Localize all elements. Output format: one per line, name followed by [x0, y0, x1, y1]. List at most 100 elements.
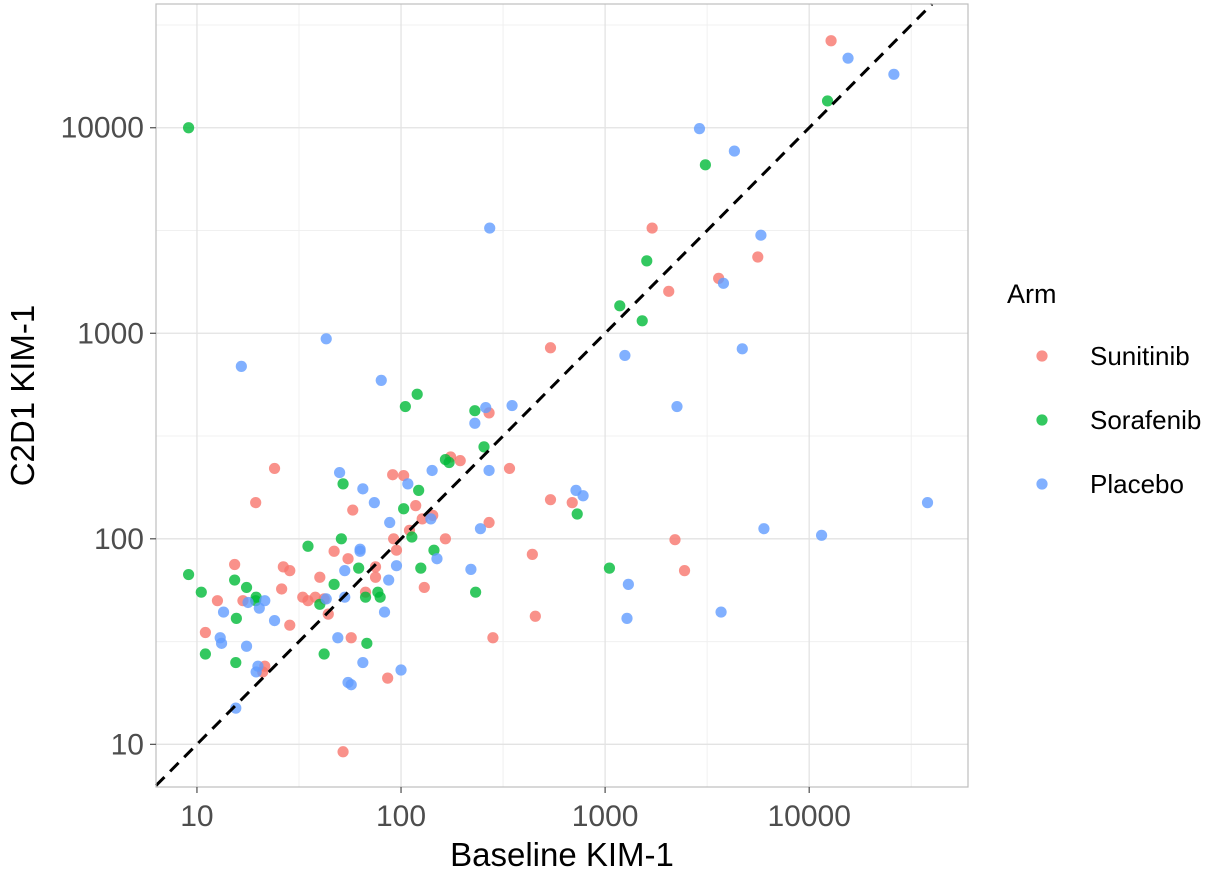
point-sunitinib: [646, 222, 658, 234]
point-placebo: [215, 637, 228, 649]
point-sunitinib: [663, 285, 675, 297]
point-placebo: [333, 466, 346, 479]
point-placebo: [728, 145, 740, 157]
point-placebo: [426, 464, 438, 477]
point-sunitinib: [454, 455, 466, 467]
point-sorafenib: [406, 531, 418, 543]
point-sunitinib: [342, 553, 354, 565]
point-sorafenib: [318, 648, 330, 660]
point-sorafenib: [699, 159, 711, 171]
point-placebo: [842, 52, 854, 64]
point-sorafenib: [399, 400, 411, 413]
legend-key-sorafenib: [1036, 414, 1048, 426]
point-placebo: [252, 660, 264, 672]
point-placebo: [402, 478, 414, 490]
point-placebo: [815, 529, 828, 541]
point-sorafenib: [182, 122, 195, 134]
point-placebo: [320, 333, 332, 345]
point-sorafenib: [229, 574, 241, 586]
point-placebo: [425, 513, 437, 525]
point-sunitinib: [337, 746, 349, 758]
point-sorafenib: [240, 581, 253, 594]
point-sunitinib: [566, 497, 578, 509]
point-sunitinib: [529, 610, 541, 622]
point-placebo: [465, 563, 477, 575]
legend: Arm Sunitinib Sorafenib Placebo: [1007, 279, 1201, 499]
x-tick-label: 10000: [767, 800, 850, 833]
point-sunitinib: [483, 516, 495, 529]
minor-gridlines: [156, 4, 968, 787]
point-placebo: [395, 664, 407, 676]
point-placebo: [469, 417, 481, 429]
point-sorafenib: [353, 562, 365, 574]
point-sorafenib: [359, 591, 372, 603]
x-tick-label: 100: [376, 800, 426, 833]
point-placebo: [480, 401, 492, 414]
y-axis-ticks: 10 100 1000 10000: [61, 112, 156, 761]
point-sorafenib: [195, 586, 207, 598]
point-sunitinib: [526, 548, 538, 560]
point-placebo: [332, 632, 344, 644]
point-placebo: [320, 593, 332, 605]
y-tick-label: 10: [111, 728, 144, 761]
point-sorafenib: [413, 484, 425, 496]
point-sunitinib: [752, 251, 764, 263]
legend-key-sunitinib: [1036, 350, 1048, 362]
point-sorafenib: [250, 591, 262, 603]
point-placebo: [622, 578, 634, 590]
point-sunitinib: [503, 462, 516, 475]
point-sorafenib: [411, 388, 423, 400]
point-placebo: [384, 516, 396, 529]
legend-label-sorafenib: Sorafenib: [1090, 405, 1201, 435]
point-sunitinib: [314, 571, 326, 583]
point-sorafenib: [614, 300, 626, 312]
point-sunitinib: [268, 462, 281, 475]
point-sunitinib: [439, 533, 452, 545]
point-placebo: [235, 360, 247, 372]
x-tick-label: 10: [180, 800, 213, 833]
point-sunitinib: [387, 469, 399, 481]
point-placebo: [474, 523, 487, 535]
legend-label-sunitinib: Sunitinib: [1090, 341, 1190, 371]
y-tick-label: 10000: [61, 112, 144, 145]
point-sunitinib: [229, 558, 241, 571]
point-placebo: [242, 596, 254, 609]
point-sorafenib: [641, 255, 653, 267]
point-sorafenib: [230, 612, 242, 624]
point-sorafenib: [374, 591, 386, 603]
point-sunitinib: [678, 565, 691, 577]
major-gridlines: [156, 4, 968, 787]
legend-key-placebo: [1036, 478, 1048, 490]
point-placebo: [357, 483, 369, 495]
point-sorafenib: [469, 405, 481, 417]
point-placebo: [693, 123, 706, 135]
y-tick-label: 100: [94, 523, 144, 556]
point-placebo: [375, 374, 387, 386]
point-sorafenib: [470, 586, 482, 598]
y-tick-label: 1000: [77, 317, 144, 350]
point-placebo: [240, 640, 253, 652]
point-placebo: [383, 574, 395, 586]
point-placebo: [506, 399, 518, 412]
point-sunitinib: [284, 619, 296, 631]
point-sorafenib: [328, 578, 340, 590]
point-placebo: [717, 277, 730, 289]
point-placebo: [621, 612, 633, 624]
data-points: [182, 35, 934, 758]
point-sorafenib: [603, 562, 616, 574]
point-sorafenib: [821, 95, 834, 107]
point-sunitinib: [398, 470, 410, 482]
point-placebo: [259, 595, 271, 607]
point-sorafenib: [398, 503, 410, 515]
point-sunitinib: [487, 632, 499, 644]
point-placebo: [339, 565, 351, 577]
point-placebo: [671, 400, 683, 413]
point-sunitinib: [199, 626, 211, 639]
point-placebo: [888, 68, 900, 80]
x-axis-title: Baseline KIM-1: [450, 836, 674, 870]
point-placebo: [619, 349, 631, 362]
point-sorafenib: [335, 533, 347, 545]
point-placebo: [921, 497, 934, 509]
point-sunitinib: [390, 544, 403, 556]
